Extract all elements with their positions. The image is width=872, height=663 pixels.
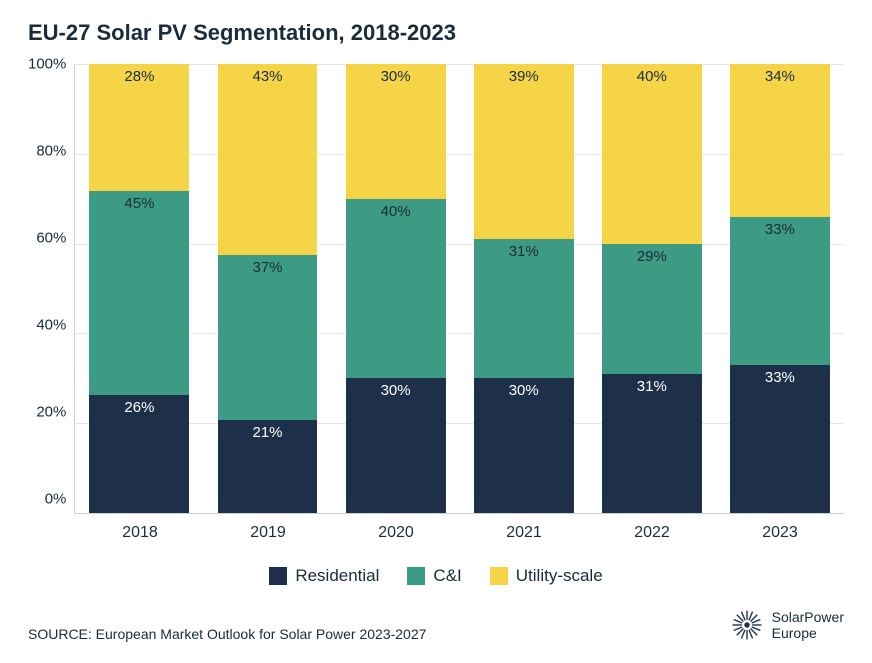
segment-label: 31%: [637, 378, 667, 395]
segment-label: 29%: [637, 248, 667, 265]
bar-segment: 31%: [474, 239, 574, 378]
y-tick: 20%: [36, 405, 66, 420]
legend-item-residential: Residential: [269, 566, 379, 586]
x-tick: 2020: [346, 524, 446, 542]
segment-label: 39%: [509, 68, 539, 85]
bar-column: 21% 37% 43%: [218, 64, 318, 513]
bars-container: 26% 45% 28% 21% 37% 43% 30% 40% 30% 30% 31% 39% 31% 2…: [75, 64, 844, 513]
brand-line1: SolarPower: [772, 609, 844, 625]
x-tick: 2019: [218, 524, 318, 542]
y-tick: 100%: [28, 57, 66, 72]
segment-label: 30%: [381, 382, 411, 399]
segment-label: 33%: [765, 221, 795, 238]
bar-column: 30% 40% 30%: [346, 64, 446, 513]
segment-label: 21%: [253, 424, 283, 441]
x-tick: 2018: [90, 524, 190, 542]
segment-label: 40%: [637, 68, 667, 85]
bar-segment: 31%: [602, 374, 702, 513]
bar-segment: 37%: [218, 255, 318, 419]
x-tick: 2022: [602, 524, 702, 542]
brand-logo: SolarPower Europe: [730, 608, 844, 642]
segment-label: 26%: [124, 399, 154, 416]
legend-label: Residential: [295, 566, 379, 586]
y-tick: 60%: [36, 231, 66, 246]
footer: SOURCE: European Market Outlook for Sola…: [28, 608, 844, 642]
bar-segment: 43%: [218, 64, 318, 255]
legend-swatch: [407, 567, 425, 585]
segment-label: 28%: [124, 68, 154, 85]
bar-column: 31% 29% 40%: [602, 64, 702, 513]
bar-segment: 39%: [474, 64, 574, 239]
bar-segment: 33%: [730, 217, 830, 365]
segment-label: 30%: [381, 68, 411, 85]
plot-area: 26% 45% 28% 21% 37% 43% 30% 40% 30% 30% 31% 39% 31% 2…: [74, 64, 844, 514]
legend-item-utility: Utility-scale: [490, 566, 603, 586]
y-tick: 0%: [45, 492, 67, 507]
bar-column: 30% 31% 39%: [474, 64, 574, 513]
legend: Residential C&I Utility-scale: [28, 566, 844, 586]
segment-label: 37%: [253, 259, 283, 276]
segment-label: 31%: [509, 243, 539, 260]
bar-segment: 34%: [730, 64, 830, 217]
bar-segment: 29%: [602, 244, 702, 374]
legend-swatch: [269, 567, 287, 585]
legend-swatch: [490, 567, 508, 585]
bar-segment: 28%: [89, 64, 189, 191]
y-tick: 80%: [36, 144, 66, 159]
bar-column: 26% 45% 28%: [89, 64, 189, 513]
x-tick: 2023: [730, 524, 830, 542]
bar-segment: 26%: [89, 395, 189, 513]
source-text: SOURCE: European Market Outlook for Sola…: [28, 626, 426, 642]
chart-area: 100% 80% 60% 40% 20% 0% 26% 45% 28% 21% 37% 4…: [28, 64, 844, 514]
sunburst-icon: [730, 608, 764, 642]
segment-label: 30%: [509, 382, 539, 399]
segment-label: 40%: [381, 203, 411, 220]
segment-label: 45%: [124, 195, 154, 212]
bar-segment: 21%: [218, 420, 318, 513]
legend-label: Utility-scale: [516, 566, 603, 586]
chart-title: EU-27 Solar PV Segmentation, 2018-2023: [28, 20, 844, 46]
bar-segment: 45%: [89, 191, 189, 395]
bar-segment: 30%: [346, 64, 446, 199]
bar-segment: 33%: [730, 365, 830, 513]
legend-item-ci: C&I: [407, 566, 461, 586]
bar-segment: 30%: [474, 378, 574, 513]
y-axis: 100% 80% 60% 40% 20% 0%: [28, 64, 74, 514]
brand-text: SolarPower Europe: [772, 609, 844, 641]
y-tick: 40%: [36, 318, 66, 333]
legend-label: C&I: [433, 566, 461, 586]
segment-label: 43%: [253, 68, 283, 85]
bar-column: 33% 33% 34%: [730, 64, 830, 513]
bar-segment: 30%: [346, 378, 446, 513]
x-tick: 2021: [474, 524, 574, 542]
segment-label: 34%: [765, 68, 795, 85]
x-axis: 2018 2019 2020 2021 2022 2023: [76, 524, 844, 542]
segment-label: 33%: [765, 369, 795, 386]
brand-line2: Europe: [772, 625, 844, 641]
bar-segment: 40%: [346, 199, 446, 379]
bar-segment: 40%: [602, 64, 702, 244]
